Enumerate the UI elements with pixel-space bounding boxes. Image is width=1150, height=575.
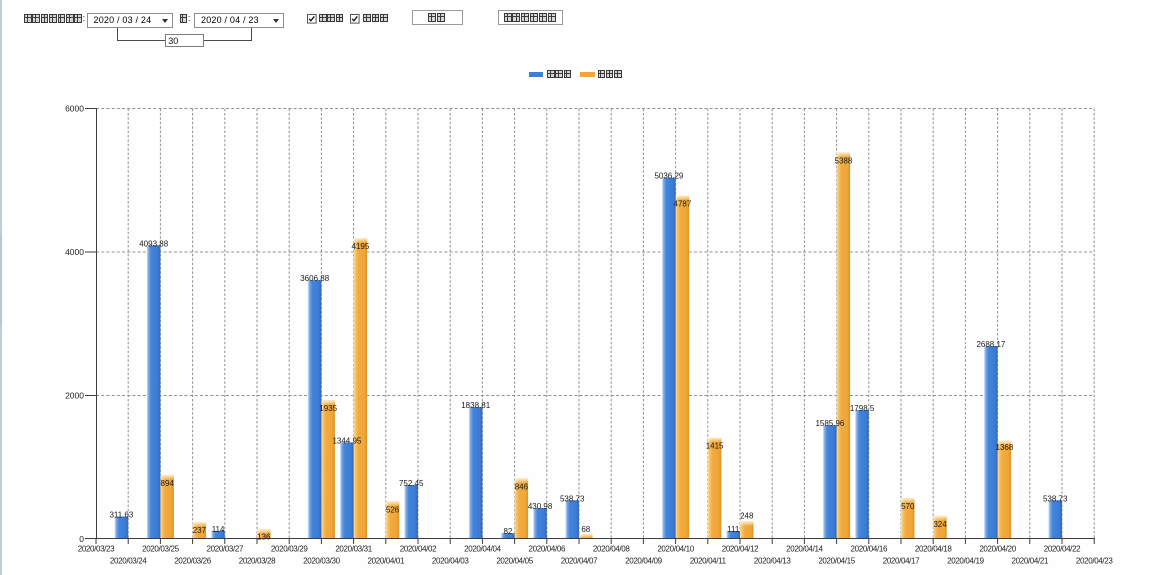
- svg-text:2020/04/11: 2020/04/11: [690, 557, 727, 566]
- svg-text:2020/04/01: 2020/04/01: [368, 557, 405, 566]
- svg-text:2020/04/08: 2020/04/08: [593, 545, 630, 554]
- svg-text:2020/03/27: 2020/03/27: [207, 545, 244, 554]
- svg-text:2020/04/16: 2020/04/16: [851, 545, 888, 554]
- svg-text:114: 114: [212, 525, 225, 534]
- svg-text:2020/03/28: 2020/03/28: [239, 557, 276, 566]
- svg-text:538.73: 538.73: [1043, 494, 1068, 503]
- svg-text:1838.81: 1838.81: [461, 401, 490, 410]
- svg-text:2020/04/15: 2020/04/15: [818, 557, 855, 566]
- svg-text:2020/03/23: 2020/03/23: [78, 545, 115, 554]
- svg-text:2020/04/06: 2020/04/06: [529, 545, 566, 554]
- svg-text:2020/04/02: 2020/04/02: [400, 545, 437, 554]
- svg-text:2020/04/21: 2020/04/21: [1012, 557, 1049, 566]
- svg-text:1415: 1415: [706, 442, 724, 451]
- svg-text:894: 894: [161, 479, 175, 488]
- svg-text:1935: 1935: [319, 404, 337, 413]
- svg-text:2020/04/23: 2020/04/23: [1076, 557, 1113, 566]
- svg-text:2000: 2000: [65, 391, 84, 401]
- svg-text:2020/03/29: 2020/03/29: [271, 545, 308, 554]
- svg-text:2020/04/18: 2020/04/18: [915, 545, 952, 554]
- svg-text:1798.5: 1798.5: [850, 404, 875, 413]
- svg-text:4195: 4195: [352, 242, 370, 251]
- svg-text:1585.96: 1585.96: [815, 419, 844, 428]
- svg-text:5036.29: 5036.29: [654, 172, 683, 181]
- svg-text:324: 324: [933, 520, 947, 529]
- svg-text:846: 846: [515, 482, 529, 491]
- svg-text:5388: 5388: [835, 156, 853, 165]
- svg-text:752.45: 752.45: [399, 479, 424, 488]
- svg-text:82: 82: [503, 527, 512, 536]
- svg-text:2020/04/20: 2020/04/20: [979, 545, 1016, 554]
- svg-text:538.73: 538.73: [560, 494, 585, 503]
- svg-text:111: 111: [727, 525, 740, 534]
- svg-text:2020/04/03: 2020/04/03: [432, 557, 469, 566]
- svg-text:2688.17: 2688.17: [976, 340, 1005, 349]
- svg-text:2020/04/09: 2020/04/09: [625, 557, 662, 566]
- svg-text:68: 68: [581, 525, 590, 534]
- svg-text:3606.88: 3606.88: [300, 274, 329, 283]
- svg-text:4787: 4787: [674, 200, 692, 209]
- svg-text:311.63: 311.63: [109, 511, 133, 520]
- svg-text:248: 248: [740, 512, 754, 521]
- svg-text:0: 0: [79, 534, 84, 544]
- svg-text:2020/04/13: 2020/04/13: [754, 557, 791, 566]
- svg-text:2020/04/19: 2020/04/19: [947, 557, 984, 566]
- svg-text:2020/04/14: 2020/04/14: [786, 545, 823, 554]
- svg-text:1368: 1368: [996, 443, 1014, 452]
- svg-text:2020/04/12: 2020/04/12: [722, 545, 759, 554]
- svg-text:2020/03/25: 2020/03/25: [142, 545, 179, 554]
- svg-text:570: 570: [901, 502, 915, 511]
- svg-text:2020/03/24: 2020/03/24: [110, 557, 147, 566]
- svg-text:2020/04/17: 2020/04/17: [883, 557, 920, 566]
- svg-text:4000: 4000: [65, 247, 84, 257]
- svg-text:4093.88: 4093.88: [139, 239, 168, 248]
- svg-text:6000: 6000: [65, 104, 84, 114]
- svg-text:2020/03/30: 2020/03/30: [303, 557, 340, 566]
- svg-text:2020/03/26: 2020/03/26: [174, 557, 211, 566]
- svg-text:2020/04/05: 2020/04/05: [496, 557, 533, 566]
- svg-text:2020/03/31: 2020/03/31: [335, 545, 372, 554]
- svg-text:237: 237: [193, 526, 207, 535]
- svg-text:2020/04/07: 2020/04/07: [561, 557, 598, 566]
- svg-text:430.98: 430.98: [528, 502, 553, 511]
- svg-text:136: 136: [257, 533, 271, 542]
- svg-text:2020/04/10: 2020/04/10: [657, 545, 694, 554]
- svg-text:1344.95: 1344.95: [332, 437, 361, 446]
- svg-text:2020/04/22: 2020/04/22: [1044, 545, 1081, 554]
- svg-text:2020/04/04: 2020/04/04: [464, 545, 501, 554]
- svg-text:526: 526: [386, 505, 400, 514]
